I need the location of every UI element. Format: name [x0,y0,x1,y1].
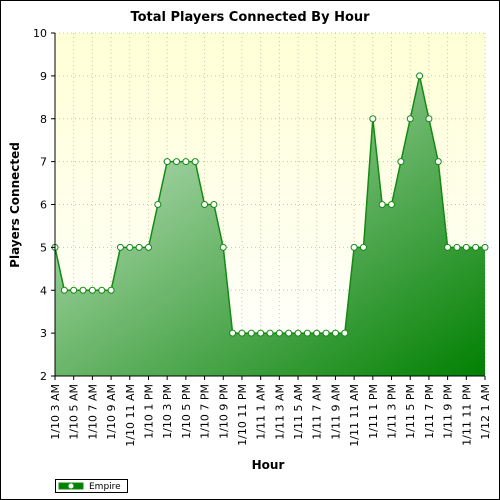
data-point [219,243,227,251]
x-tick-label: 1/10 3 PM [161,384,174,439]
x-tick-label: 1/11 9 AM [329,384,342,440]
data-point [210,201,218,208]
data-point [434,158,442,166]
data-point [331,329,339,337]
data-point [201,201,209,208]
y-ticks: 2 3 4 5 6 7 8 9 10 [33,27,55,383]
data-point [135,243,143,251]
x-tick-label: 1/10 3 AM [49,384,62,440]
x-tick-label: 1/10 1 PM [142,384,155,439]
y-tick-label: 2 [40,370,47,383]
data-point [275,329,283,337]
data-point [238,329,246,337]
data-point [397,158,405,166]
x-tick-label: 1/11 1 PM [367,384,380,439]
series-area-empire [55,75,485,376]
data-point [70,286,78,294]
data-point [163,158,171,166]
x-tick-label: 1/11 9 PM [442,384,455,439]
data-point [229,329,237,337]
x-tick-label: 1/10 9 PM [217,384,230,439]
data-point [285,329,293,337]
data-point [144,243,152,251]
data-point [266,329,274,337]
y-tick-label: 4 [40,284,47,297]
legend-label: Empire [89,482,121,492]
data-point [107,286,115,294]
data-point [60,286,68,294]
x-axis-title: Hour [252,458,285,472]
y-tick-label: 3 [40,327,47,340]
data-point [462,243,470,251]
data-point [294,329,302,337]
x-tick-label: 1/11 3 PM [386,384,399,439]
data-point [444,243,452,251]
x-tick-label: 1/11 5 AM [292,384,305,440]
data-point [313,329,321,337]
data-point [182,158,190,166]
data-point [425,115,433,123]
x-tick-label: 1/10 9 AM [105,384,118,440]
data-point [481,243,489,251]
data-point [247,329,255,337]
data-point [453,243,461,251]
data-point [359,243,367,251]
data-point [350,243,358,251]
x-tick-label: 1/10 11 PM [236,384,249,446]
x-tick-label: 1/10 5 PM [180,384,193,439]
y-tick-label: 8 [40,113,47,126]
data-point [416,72,424,80]
x-tick-label: 1/11 7 AM [311,384,324,440]
legend: Empire [55,479,128,493]
x-tick-label: 1/12 1 AM [479,384,492,440]
x-ticks: 1/10 3 AM 1/10 5 AM 1/10 7 AM 1/10 9 AM 1/10… [49,376,492,447]
data-point [322,329,330,337]
data-point [79,286,87,294]
data-point [369,115,377,123]
x-tick-label: 1/11 7 PM [423,384,436,439]
data-point [116,243,124,251]
x-tick-label: 1/11 3 AM [273,384,286,440]
data-point [88,286,96,294]
y-tick-label: 6 [40,199,47,212]
data-point [472,243,480,251]
x-tick-label: 1/10 7 PM [199,384,212,439]
y-tick-label: 9 [40,70,47,83]
data-point [341,329,349,337]
x-tick-label: 1/10 5 AM [68,384,81,440]
data-point [173,158,181,166]
y-tick-label: 10 [33,27,47,40]
data-point [98,286,106,294]
data-point [126,243,134,251]
data-point [378,201,386,208]
data-point [388,201,396,208]
y-tick-label: 5 [40,241,47,254]
data-point [191,158,199,166]
x-tick-label: 1/11 5 PM [404,384,417,439]
x-tick-label: 1/10 7 AM [86,384,99,440]
series-points-empire [51,72,489,337]
y-tick-label: 7 [40,156,47,169]
x-tick-label: 1/11 11 AM [348,384,361,447]
chart-title: Total Players Connected By Hour [130,10,370,25]
data-point [154,201,162,208]
x-tick-label: 1/11 11 PM [460,384,473,446]
data-point [406,115,414,123]
data-point [257,329,265,337]
legend-marker [67,482,75,490]
data-point [303,329,311,337]
y-axis-title: Players Connected [8,142,22,268]
x-tick-label: 1/11 1 AM [255,384,268,440]
x-tick-label: 1/10 11 AM [124,384,137,447]
